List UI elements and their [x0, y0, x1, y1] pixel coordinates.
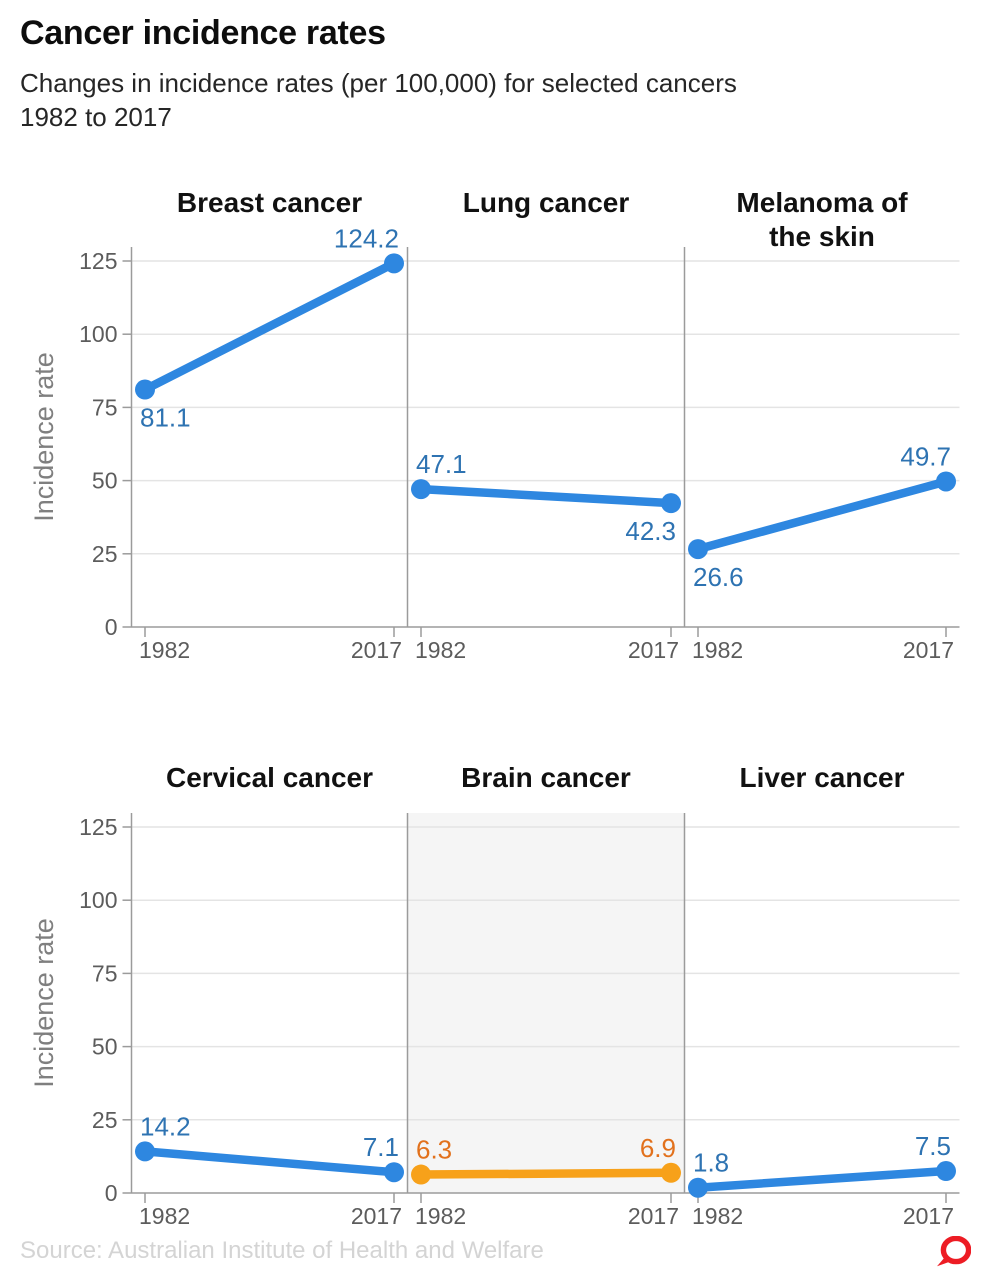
panel-title: Brain cancer [461, 762, 631, 793]
data-point-label: 47.1 [416, 449, 467, 479]
data-point [411, 1164, 431, 1185]
data-point [135, 1141, 155, 1162]
y-tick-label: 0 [105, 614, 118, 640]
data-point-label: 1.8 [693, 1148, 729, 1178]
data-point [688, 1177, 708, 1198]
source-credit: Source: Australian Institute of Health a… [20, 1237, 544, 1264]
data-point-label: 49.7 [900, 441, 951, 471]
x-tick-label: 2017 [351, 637, 402, 663]
data-point-label: 7.1 [363, 1132, 399, 1162]
data-point [135, 379, 155, 400]
data-line [693, 477, 951, 554]
panel-title: Melanoma of [736, 187, 908, 218]
data-point [936, 1161, 956, 1182]
data-point-label: 124.2 [334, 223, 399, 253]
page-title: Cancer incidence rates [20, 14, 386, 52]
data-point-label: 6.3 [416, 1135, 452, 1165]
y-tick-label: 100 [79, 887, 117, 913]
x-tick-label: 2017 [628, 1203, 679, 1229]
panel-title: the skin [769, 221, 875, 252]
x-tick-label: 1982 [139, 1203, 190, 1229]
y-tick-label: 0 [105, 1180, 118, 1206]
data-point [411, 479, 431, 500]
x-tick-label: 1982 [415, 1203, 466, 1229]
x-tick-label: 2017 [903, 1203, 954, 1229]
y-tick-label: 75 [92, 960, 118, 986]
data-line [416, 1168, 676, 1179]
data-point [936, 471, 956, 492]
data-line [416, 484, 676, 508]
y-tick-label: 25 [92, 541, 118, 567]
x-tick-label: 2017 [628, 637, 679, 663]
panel-highlight [407, 813, 685, 1193]
x-tick-label: 1982 [139, 637, 190, 663]
data-point [384, 253, 404, 274]
panel-title: Lung cancer [463, 187, 630, 218]
data-point-label: 42.3 [625, 516, 676, 546]
panel-title: Breast cancer [177, 187, 362, 218]
page-subtitle: Changes in incidence rates (per 100,000)… [20, 66, 960, 135]
data-line [140, 259, 399, 394]
y-tick-label: 100 [79, 321, 117, 347]
data-point-label: 6.9 [640, 1133, 676, 1163]
panel-title: Cervical cancer [166, 762, 373, 793]
footer: Source: Australian Institute of Health a… [20, 1233, 971, 1269]
speech-bubble-logo [937, 1235, 971, 1266]
data-point [688, 539, 708, 560]
subtitle-line-2: 1982 to 2017 [20, 102, 172, 133]
x-tick-label: 2017 [903, 637, 954, 663]
subtitle-line-1: Changes in incidence rates (per 100,000)… [20, 68, 737, 98]
data-point [384, 1162, 404, 1183]
data-point [661, 1162, 681, 1183]
panel-title: Liver cancer [740, 762, 905, 793]
x-tick-label: 1982 [692, 637, 743, 663]
data-point-label: 26.6 [693, 562, 744, 592]
data-line [140, 1147, 399, 1177]
y-tick-label: 75 [92, 394, 118, 420]
header: Cancer incidence rates Changes in incide… [20, 14, 960, 135]
x-tick-label: 2017 [351, 1203, 402, 1229]
x-tick-label: 1982 [692, 1203, 743, 1229]
y-tick-label: 125 [79, 248, 117, 274]
y-tick-label: 50 [92, 468, 118, 494]
data-point [661, 493, 681, 514]
data-point-label: 81.1 [140, 403, 191, 433]
data-line [693, 1166, 951, 1192]
y-tick-label: 125 [79, 814, 117, 840]
x-tick-label: 1982 [415, 637, 466, 663]
y-axis-title: Incidence rate [29, 918, 59, 1088]
y-axis-title: Incidence rate [29, 352, 59, 522]
y-tick-label: 50 [92, 1034, 118, 1060]
data-point-label: 7.5 [915, 1131, 951, 1161]
data-point-label: 14.2 [140, 1111, 191, 1141]
y-tick-label: 25 [92, 1107, 118, 1133]
